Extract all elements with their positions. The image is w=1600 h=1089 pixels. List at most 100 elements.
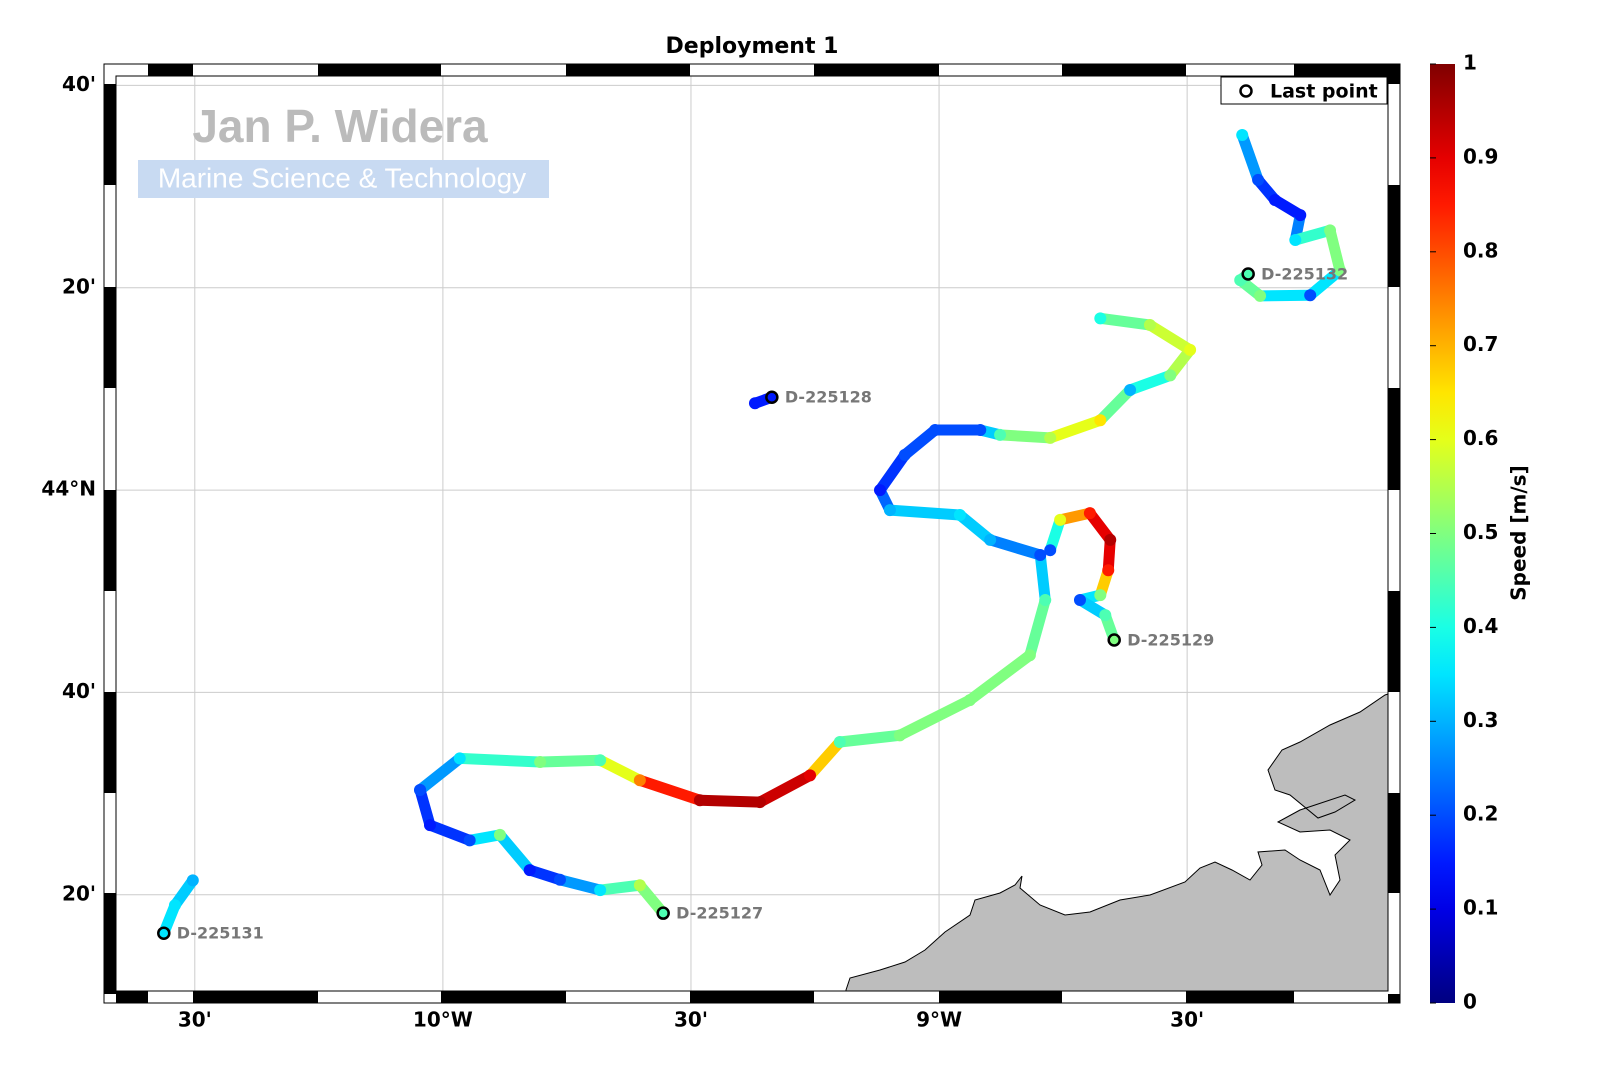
frame-block: [104, 185, 116, 287]
track-point: [833, 735, 846, 748]
track-point: [1094, 414, 1107, 427]
frame: [103, 63, 1401, 1004]
track-point: [423, 819, 436, 832]
frame-inner: [115, 75, 1389, 992]
watermark-subtitle: Marine Science & Technology: [158, 162, 526, 193]
track-segment: [899, 424, 941, 461]
track-point: [974, 424, 987, 437]
track-segment: [1144, 319, 1196, 356]
legend-box: [1220, 76, 1388, 105]
track-segment: [414, 784, 436, 831]
frame-block: [814, 64, 939, 76]
colorbar-tick-label: 0.3: [1463, 708, 1498, 732]
frame-block: [1388, 692, 1400, 793]
y-tick-label: 20': [62, 881, 96, 905]
frame-block: [1388, 185, 1400, 287]
plot-area: [104, 64, 1400, 1003]
track-point: [1073, 593, 1086, 606]
drifter-label: D-225132: [1261, 265, 1348, 284]
frame-block: [690, 991, 814, 1003]
frame-block: [318, 991, 441, 1003]
track-point: [157, 927, 170, 940]
track-point: [1268, 193, 1281, 206]
track-segment: [424, 819, 476, 846]
track-segment: [884, 504, 966, 521]
colorbar-tick-label: 0.1: [1463, 896, 1498, 920]
frame-block: [1388, 994, 1400, 1003]
frame-block: [1388, 893, 1400, 994]
track-segment: [984, 534, 1046, 561]
track-point: [1333, 264, 1346, 277]
drifter-label: D-225128: [785, 388, 872, 407]
drifter-label: D-225129: [1127, 631, 1214, 650]
track-point: [765, 391, 778, 404]
last-point: [765, 390, 779, 404]
frame-block: [104, 793, 116, 893]
track-point: [1184, 343, 1197, 356]
colorbar-tick-label: 0.5: [1463, 520, 1498, 544]
track-point: [963, 694, 976, 707]
track-point: [523, 864, 536, 877]
track-point: [168, 899, 181, 912]
track-segment: [1254, 289, 1316, 302]
y-tick-label: 20': [62, 274, 96, 298]
track-point: [929, 424, 942, 437]
coastline: [845, 689, 1400, 1003]
track-segment: [874, 449, 911, 496]
track-point: [1044, 431, 1057, 444]
frame-block: [193, 64, 318, 76]
track-point: [633, 774, 646, 787]
frame-block: [104, 287, 116, 388]
track-segment: [1236, 129, 1264, 186]
last-point: [1107, 633, 1121, 647]
track-segment: [954, 509, 996, 546]
track-segment: [554, 874, 606, 896]
title: Deployment 1: [666, 34, 839, 59]
frame-block: [690, 64, 814, 76]
track-point: [534, 756, 547, 769]
track-point: [984, 533, 997, 546]
x-tick-label: 30': [178, 1008, 212, 1032]
legend-label: Last point: [1270, 81, 1378, 103]
track-point: [1143, 319, 1156, 332]
track-segment: [804, 736, 846, 781]
track-point: [1102, 564, 1115, 577]
frame-block: [148, 991, 193, 1003]
colorbar-tick-label: 1: [1463, 51, 1477, 75]
track-segment: [1289, 224, 1336, 246]
track-segment: [1094, 312, 1156, 331]
drifter-label: D-225127: [676, 904, 763, 923]
track-segment: [414, 752, 466, 796]
frame-block: [193, 991, 318, 1003]
track-point: [693, 794, 706, 807]
track-point: [804, 769, 817, 782]
track-point: [594, 884, 607, 897]
frame-block: [104, 490, 116, 591]
frame-block: [1388, 793, 1400, 893]
frame-block: [441, 991, 566, 1003]
track-point: [493, 828, 506, 841]
track-point: [748, 397, 761, 410]
x-tick-label: 9°W: [916, 1008, 962, 1032]
colorbar-tick-label: 0: [1463, 990, 1477, 1014]
track-point: [1099, 609, 1112, 622]
track-point: [1039, 593, 1052, 606]
frame-block: [104, 893, 116, 994]
track-point: [414, 783, 427, 796]
y-tick-label: 40': [62, 72, 96, 96]
track-segment: [694, 794, 766, 808]
colorbar-label: Speed [m/s]: [1507, 465, 1531, 600]
track-point: [1044, 544, 1057, 557]
track-point: [1094, 312, 1107, 325]
watermark: Jan P. Widera: [192, 100, 488, 152]
track-point: [1252, 173, 1265, 186]
track-point: [994, 428, 1007, 441]
track-segment: [1124, 369, 1176, 396]
frame-block: [939, 991, 1062, 1003]
track-point: [1124, 383, 1137, 396]
track-segment: [1094, 384, 1136, 426]
x-tick-label: 30': [1170, 1008, 1204, 1032]
tracks: [157, 129, 1346, 940]
track-point: [1236, 129, 1249, 142]
colorbar-tick-label: 0.6: [1463, 426, 1498, 450]
